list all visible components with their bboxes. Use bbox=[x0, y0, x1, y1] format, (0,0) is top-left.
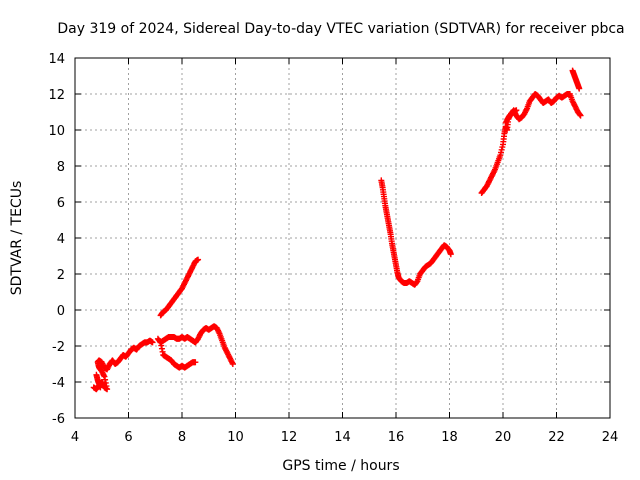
x-axis-label: GPS time / hours bbox=[282, 458, 399, 474]
x-tick-label: 24 bbox=[602, 430, 619, 445]
series-arc-4 bbox=[154, 335, 199, 371]
y-tick-label: 10 bbox=[48, 124, 65, 139]
y-tick-label: -2 bbox=[52, 340, 65, 355]
x-tick-label: 12 bbox=[281, 430, 298, 445]
y-tick-label: -4 bbox=[52, 376, 65, 391]
x-tick-label: 14 bbox=[334, 430, 351, 445]
x-tick-labels: 4 6 8 10 12 14 16 18 20 22 24 bbox=[71, 430, 618, 445]
y-tick-label: 0 bbox=[57, 304, 65, 319]
y-axis-label: SDTVAR / TECUs bbox=[9, 181, 25, 296]
x-tick-label: 18 bbox=[441, 430, 458, 445]
axis-ticks bbox=[74, 57, 611, 419]
series-arc-6 bbox=[378, 177, 454, 288]
y-tick-label: 6 bbox=[57, 196, 65, 211]
data-point bbox=[97, 384, 104, 391]
series-arc-3 bbox=[157, 256, 202, 319]
data-point bbox=[195, 256, 202, 263]
data-point bbox=[229, 361, 236, 367]
series-arc-2 bbox=[93, 371, 104, 391]
data-point bbox=[577, 112, 584, 119]
series-arc-1 bbox=[90, 337, 156, 393]
data-point bbox=[576, 85, 583, 92]
x-tick-label: 10 bbox=[227, 430, 244, 445]
x-tick-label: 6 bbox=[124, 430, 132, 445]
data-point bbox=[447, 251, 454, 258]
y-tick-labels: -6 -4 -2 0 2 4 6 8 10 12 14 bbox=[48, 52, 65, 427]
data-point bbox=[149, 339, 156, 346]
x-tick-label: 8 bbox=[178, 430, 186, 445]
series-arc-9 bbox=[569, 67, 583, 92]
y-tick-label: 12 bbox=[48, 88, 65, 103]
series-arc-5 bbox=[157, 323, 236, 367]
y-tick-label: 14 bbox=[48, 52, 65, 67]
x-tick-label: 22 bbox=[548, 430, 565, 445]
chart-title: Day 319 of 2024, Sidereal Day-to-day VTE… bbox=[57, 21, 624, 37]
x-tick-label: 16 bbox=[388, 430, 405, 445]
y-tick-label: 4 bbox=[57, 232, 65, 247]
series-arc-8 bbox=[502, 107, 520, 126]
y-tick-label: 2 bbox=[57, 268, 65, 283]
y-tick-label: -6 bbox=[52, 412, 65, 427]
grid-lines bbox=[75, 58, 610, 418]
x-tick-label: 20 bbox=[495, 430, 512, 445]
y-tick-label: 8 bbox=[57, 160, 65, 175]
data-markers bbox=[90, 67, 584, 393]
data-point bbox=[192, 359, 199, 366]
x-tick-label: 4 bbox=[71, 430, 79, 445]
data-point bbox=[513, 107, 520, 114]
